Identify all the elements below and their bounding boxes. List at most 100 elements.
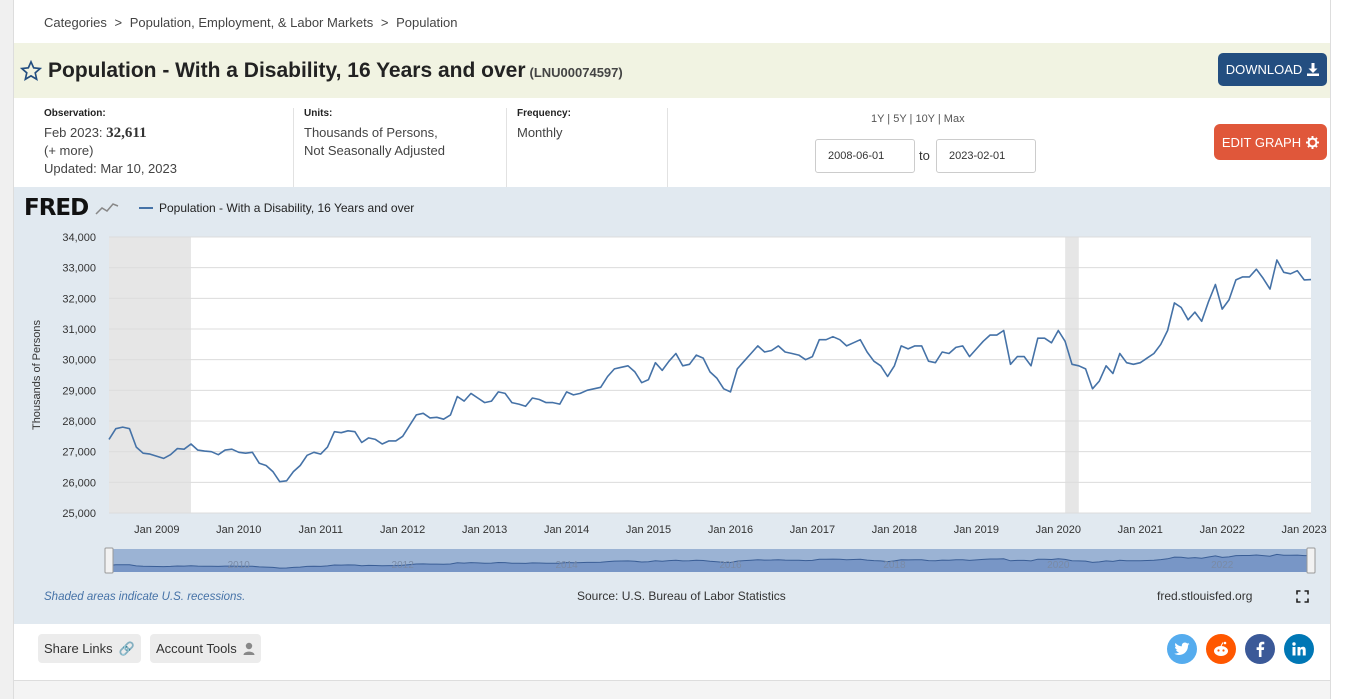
share-links-label: Share Links: [44, 641, 113, 656]
breadcrumb-separator: >: [380, 15, 389, 30]
fred-logo-chart-icon: [95, 203, 119, 215]
x-tick-label: Jan 2022: [1200, 524, 1245, 536]
x-tick-label: Jan 2010: [216, 524, 261, 536]
x-tick-label: Jan 2012: [380, 524, 425, 536]
series-line[interactable]: [108, 259, 1312, 483]
navigator-area: [109, 554, 1311, 572]
twitter-icon[interactable]: [1167, 634, 1197, 664]
recession-shade: [109, 237, 191, 513]
legend-swatch: [139, 207, 153, 209]
fred-logo: FRED: [24, 195, 119, 221]
source-text: Source: U.S. Bureau of Labor Statistics: [577, 589, 786, 603]
navigator-line: [108, 553, 1311, 569]
date-from-input[interactable]: 2008-06-01: [815, 139, 915, 173]
observation-value-row: Feb 2023: 32,611: [44, 124, 177, 142]
y-tick-label: 28,000: [62, 416, 96, 428]
y-tick-label: 32,000: [62, 293, 96, 305]
series-id: (LNU00074597): [529, 65, 623, 80]
download-button[interactable]: DOWNLOAD: [1218, 53, 1327, 86]
user-icon: [243, 642, 255, 655]
download-icon: [1307, 63, 1320, 76]
y-tick-label: 29,000: [62, 385, 96, 397]
observation-value: 32,611: [106, 125, 147, 141]
breadcrumb-population-employment[interactable]: Population, Employment, & Labor Markets: [129, 15, 374, 30]
navigator-year-label: 2014: [555, 560, 578, 571]
site-url[interactable]: fred.stlouisfed.org: [1157, 589, 1252, 603]
x-tick-label: Jan 2011: [298, 524, 342, 536]
breadcrumb-population[interactable]: Population: [396, 15, 458, 30]
x-tick-label: Jan 2016: [708, 524, 753, 536]
observation-date: Feb 2023:: [44, 125, 103, 140]
plot-background: [109, 237, 1311, 513]
more-observations-link[interactable]: (+ more): [44, 143, 94, 158]
series-title-text: Population - With a Disability, 16 Years…: [48, 59, 526, 82]
right-gutter: [1331, 0, 1367, 699]
bottom-toolbar: Share Links 🔗 Account Tools: [14, 624, 1330, 680]
navigator-handle[interactable]: [104, 547, 114, 574]
account-tools-button[interactable]: Account Tools: [150, 634, 261, 663]
legend-label: Population - With a Disability, 16 Years…: [159, 201, 415, 215]
footer-strip: [14, 680, 1330, 699]
x-tick-label: Jan 2015: [626, 524, 671, 536]
share-links-button[interactable]: Share Links 🔗: [38, 634, 141, 663]
date-to-label: to: [919, 148, 930, 163]
chart-svg[interactable]: 25,000 26,000 27,000 28,000 29,000 30,000 31,0…: [14, 187, 1330, 624]
edit-graph-button[interactable]: EDIT GRAPH: [1214, 124, 1327, 160]
column-divider: [506, 108, 507, 188]
units-section: Units: Thousands of Persons, Not Seasona…: [304, 108, 445, 188]
x-tick-label: Jan 2014: [544, 524, 589, 536]
y-tick-label: 25,000: [62, 508, 96, 520]
frequency-section: Frequency: Monthly: [517, 108, 571, 188]
navigator-year-label: 2022: [1211, 560, 1234, 571]
y-tick-label: 27,000: [62, 447, 96, 459]
breadcrumb-categories[interactable]: Categories: [44, 15, 107, 30]
frequency-label: Frequency:: [517, 108, 571, 119]
account-tools-label: Account Tools: [156, 641, 237, 656]
navigator-year-label: 2016: [719, 560, 742, 571]
x-tick-label: Jan 2018: [872, 524, 917, 536]
recession-note: Shaded areas indicate U.S. recessions.: [44, 591, 245, 603]
page-container: Categories > Population, Employment, & L…: [13, 0, 1331, 699]
y-tick-label: 31,000: [62, 324, 96, 336]
fullscreen-icon[interactable]: [1296, 590, 1309, 603]
updated-date: Updated: Mar 10, 2023: [44, 161, 177, 176]
y-tick-label: 26,000: [62, 477, 96, 489]
navigator-year-label: 2018: [883, 560, 906, 571]
linkedin-icon[interactable]: [1284, 634, 1314, 664]
download-label: DOWNLOAD: [1225, 62, 1303, 77]
observation-section: Observation: Feb 2023: 32,611 (+ more) U…: [44, 108, 177, 188]
y-tick-label: 30,000: [62, 355, 96, 367]
reddit-icon[interactable]: [1206, 634, 1236, 664]
navigator-year-label: 2020: [1047, 560, 1070, 571]
observation-label: Observation:: [44, 108, 106, 119]
page-title: Population - With a Disability, 16 Years…: [48, 59, 623, 83]
edit-graph-label: EDIT GRAPH: [1221, 134, 1302, 150]
gear-icon: [1306, 135, 1320, 149]
x-tick-label: Jan 2021: [1118, 524, 1163, 536]
x-tick-label: Jan 2020: [1036, 524, 1081, 536]
breadcrumb-separator: >: [114, 15, 123, 30]
frequency-value: Monthly: [517, 125, 563, 140]
recession-shade: [1065, 237, 1079, 513]
column-divider: [293, 108, 294, 188]
facebook-icon[interactable]: [1245, 634, 1275, 664]
navigator-handle[interactable]: [1306, 547, 1316, 574]
range-links[interactable]: 1Y | 5Y | 10Y | Max: [871, 113, 965, 125]
y-tick-label: 33,000: [62, 263, 96, 275]
y-tick-label: 34,000: [62, 232, 96, 244]
chart-legend: Population - With a Disability, 16 Years…: [139, 201, 414, 215]
units-label: Units:: [304, 108, 333, 119]
title-bar: Population - With a Disability, 16 Years…: [14, 43, 1330, 98]
x-tick-label: Jan 2013: [462, 524, 507, 536]
column-divider: [667, 108, 668, 188]
breadcrumb: Categories > Population, Employment, & L…: [44, 15, 462, 30]
navigator-year-label: 2012: [392, 560, 415, 571]
date-to-input[interactable]: 2023-02-01: [936, 139, 1036, 173]
graph-area: FRED Population - With a Disability, 16 …: [14, 187, 1330, 624]
y-axis-label: Thousands of Persons: [31, 319, 43, 430]
fred-logo-text: FRED: [24, 195, 89, 221]
star-icon[interactable]: [20, 60, 42, 82]
navigator-year-label: 2010: [228, 560, 251, 571]
x-tick-label: Jan 2023: [1282, 524, 1327, 536]
units-line-1: Thousands of Persons,: [304, 125, 438, 140]
